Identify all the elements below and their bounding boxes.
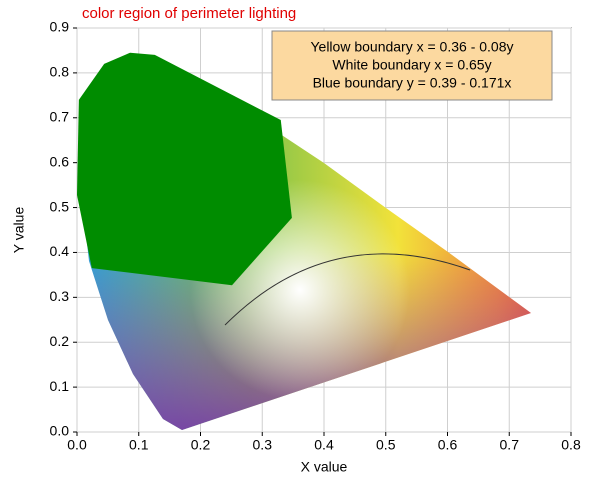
x-tick-label: 0.0 <box>67 437 87 453</box>
y-tick-label: 0.5 <box>50 198 70 214</box>
annotation: White boundary x = 0.65y <box>332 57 491 73</box>
y-tick-label: 0.7 <box>50 108 70 124</box>
annotation: Blue boundary y = 0.39 - 0.171x <box>313 75 512 91</box>
chart: Yellow boundary x = 0.36 - 0.08y White b… <box>0 0 594 484</box>
y-tick-label: 0.1 <box>50 378 70 394</box>
y-tick-label: 0.6 <box>50 153 70 169</box>
x-axis-label: X value <box>301 459 348 475</box>
x-tick-label: 0.3 <box>253 437 273 453</box>
x-tick-label: 0.7 <box>500 437 520 453</box>
y-axis-label: Y value <box>11 207 27 254</box>
x-tick-label: 0.1 <box>129 437 149 453</box>
y-tick-label: 0.0 <box>50 423 70 439</box>
y-tick-label: 0.8 <box>50 64 70 80</box>
y-tick-label: 0.9 <box>50 19 70 35</box>
x-tick-label: 0.5 <box>376 437 396 453</box>
y-tick-label: 0.2 <box>50 333 70 349</box>
annotation: Yellow boundary x = 0.36 - 0.08y <box>310 39 513 55</box>
chart-title: color region of perimeter lighting <box>82 5 296 22</box>
x-tick-label: 0.6 <box>438 437 458 453</box>
y-tick-label: 0.3 <box>50 288 70 304</box>
x-tick-label: 0.8 <box>561 437 581 453</box>
y-tick-label: 0.4 <box>50 243 70 259</box>
x-tick-label: 0.4 <box>314 437 334 453</box>
x-tick-label: 0.2 <box>191 437 211 453</box>
